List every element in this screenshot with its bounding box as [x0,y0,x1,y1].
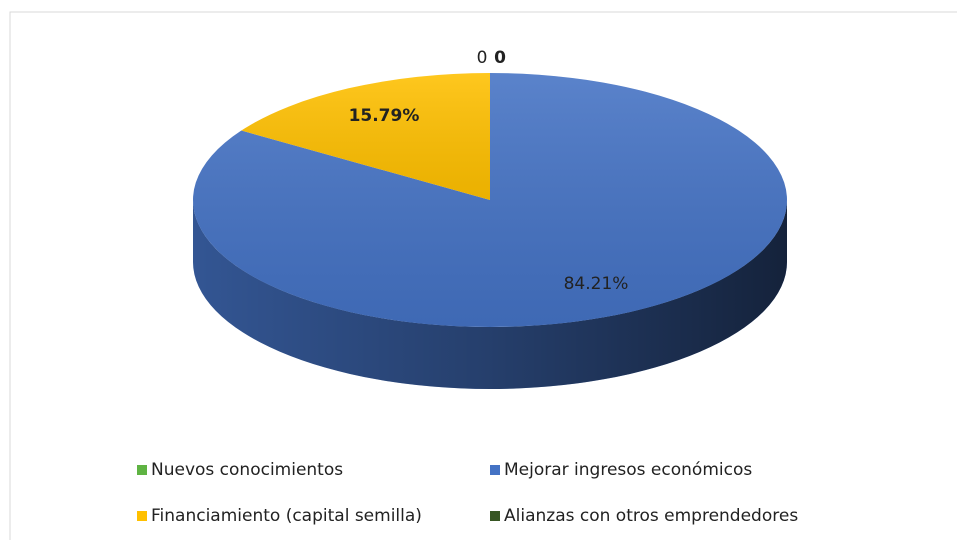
legend-swatch [137,465,147,475]
legend-label: Financiamiento (capital semilla) [151,506,422,526]
legend-swatch [490,511,500,521]
legend-label: Nuevos conocimientos [151,460,343,480]
data-label: 84.21% [564,274,629,294]
pie-slice-shade [241,73,490,200]
legend-label: Mejorar ingresos económicos [504,460,752,480]
data-label: 15.79% [349,106,420,126]
data-label: 0 [477,48,488,68]
legend-label: Alianzas con otros emprendedores [504,506,798,526]
legend-swatch [490,465,500,475]
legend-swatch [137,511,147,521]
chart-frame [9,11,957,540]
data-label: 0 [494,48,506,68]
pie-side-shade [193,200,787,389]
